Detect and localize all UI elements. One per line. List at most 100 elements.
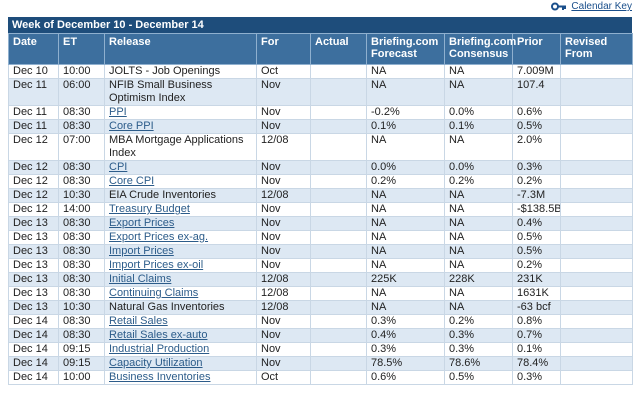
calendar-key-text: Calendar Key <box>571 1 632 12</box>
release-link[interactable]: Business Inventories <box>109 371 211 384</box>
calendar-row: Dec 12 08:30 Core CPI Nov 0.2% 0.2% 0.2% <box>8 174 633 189</box>
forecast-cell: NA <box>366 286 445 301</box>
calendar-row: Dec 13 08:30 Initial Claims 12/08 225K 228K 23… <box>8 272 633 287</box>
release-link[interactable]: Continuing Claims <box>109 287 199 300</box>
release-name: JOLTS - Job Openings <box>109 65 221 78</box>
empty-cell <box>310 314 367 329</box>
release-cell: Initial Claims <box>104 272 257 287</box>
period-cell: Nov <box>256 356 311 371</box>
column-header: Briefing.com Forecast <box>366 33 445 65</box>
time-cell: 14:00 <box>58 202 105 217</box>
date-cell: Dec 13 <box>8 272 59 287</box>
date-cell: Dec 14 <box>8 342 59 357</box>
period-cell: Nov <box>256 119 311 134</box>
economic-calendar-table: Date ET Release For Actual Briefing.com Foreca… <box>8 33 633 385</box>
forecast-cell: NA <box>366 78 445 106</box>
period-cell: Nov <box>256 160 311 175</box>
time-cell: 07:00 <box>58 133 105 161</box>
time-cell: 09:15 <box>58 356 105 371</box>
calendar-row: Dec 13 08:30 Export Prices ex-ag. Nov NA NA 0.… <box>8 230 633 245</box>
prior-cell: 0.7% <box>512 328 561 343</box>
forecast-cell: 0.2% <box>366 174 445 189</box>
calendar-row: Dec 10 10:00 JOLTS - Job Openings Oct NA NA 7.… <box>8 64 633 79</box>
release-link[interactable]: Import Prices <box>109 245 174 258</box>
time-cell: 10:30 <box>58 188 105 203</box>
release-link[interactable]: Treasury Budget <box>109 203 190 216</box>
forecast-cell: NA <box>366 300 445 315</box>
date-cell: Dec 10 <box>8 64 59 79</box>
empty-cell <box>560 174 633 189</box>
calendar-row: Dec 14 08:30 Retail Sales ex-auto Nov 0.4% 0.… <box>8 328 633 343</box>
period-cell: Nov <box>256 328 311 343</box>
calendar-key-link[interactable]: Calendar Key <box>551 1 632 12</box>
release-cell: Business Inventories <box>104 370 257 385</box>
column-header: Date <box>8 33 59 65</box>
period-cell: Nov <box>256 342 311 357</box>
prior-cell: 0.4% <box>512 216 561 231</box>
empty-cell <box>560 64 633 79</box>
calendar-row: Dec 11 06:00 NFIB Small Business Optimism … <box>8 78 633 106</box>
prior-cell: 2.0% <box>512 133 561 161</box>
calendar-row: Dec 13 08:30 Import Prices ex-oil Nov NA NA 0.… <box>8 258 633 273</box>
empty-cell <box>560 133 633 161</box>
forecast-cell: NA <box>366 258 445 273</box>
empty-cell <box>310 286 367 301</box>
consensus-cell: NA <box>444 244 513 259</box>
time-cell: 08:30 <box>58 328 105 343</box>
date-cell: Dec 12 <box>8 160 59 175</box>
empty-cell <box>310 78 367 106</box>
forecast-cell: 0.1% <box>366 119 445 134</box>
time-cell: 08:30 <box>58 216 105 231</box>
release-link[interactable]: Export Prices ex-ag. <box>109 231 209 244</box>
column-header-text: ET <box>63 36 78 48</box>
period-cell: Nov <box>256 244 311 259</box>
period-cell: Nov <box>256 202 311 217</box>
release-link[interactable]: Import Prices ex-oil <box>109 259 204 272</box>
empty-cell <box>560 119 633 134</box>
release-link[interactable]: Core PPI <box>109 120 154 133</box>
consensus-cell: 0.5% <box>444 370 513 385</box>
release-cell: Industrial Production <box>104 342 257 357</box>
forecast-cell: NA <box>366 188 445 203</box>
empty-cell <box>560 230 633 245</box>
empty-cell <box>310 119 367 134</box>
consensus-cell: NA <box>444 216 513 231</box>
prior-cell: 0.2% <box>512 174 561 189</box>
date-cell: Dec 14 <box>8 328 59 343</box>
time-cell: 10:00 <box>58 64 105 79</box>
empty-cell <box>560 202 633 217</box>
consensus-cell: NA <box>444 78 513 106</box>
empty-cell <box>560 216 633 231</box>
release-link[interactable]: Capacity Utilization <box>109 357 203 370</box>
release-link[interactable]: CPI <box>109 161 128 174</box>
column-header-text: For <box>261 36 279 48</box>
release-link[interactable]: Initial Claims <box>109 273 172 286</box>
release-link[interactable]: Export Prices <box>109 217 175 230</box>
prior-cell: 0.5% <box>512 230 561 245</box>
calendar: Week of December 10 - December 14 Date ET… <box>8 17 633 385</box>
release-link[interactable]: Core CPI <box>109 175 155 188</box>
calendar-row: Dec 14 08:30 Retail Sales Nov 0.3% 0.2% 0.8% <box>8 314 633 329</box>
release-link[interactable]: Industrial Production <box>109 343 210 356</box>
empty-cell <box>310 188 367 203</box>
prior-cell: 0.5% <box>512 244 561 259</box>
consensus-cell: 0.1% <box>444 119 513 134</box>
forecast-cell: 78.5% <box>366 356 445 371</box>
empty-cell <box>310 133 367 161</box>
release-link[interactable]: PPI <box>109 106 127 119</box>
release-link[interactable]: Retail Sales <box>109 315 168 328</box>
empty-cell <box>560 300 633 315</box>
release-name: MBA Mortgage Applications Index <box>109 134 244 160</box>
release-link[interactable]: Retail Sales ex-auto <box>109 329 208 342</box>
consensus-cell: NA <box>444 202 513 217</box>
release-cell: Capacity Utilization <box>104 356 257 371</box>
period-cell: 12/08 <box>256 272 311 287</box>
period-cell: Nov <box>256 174 311 189</box>
release-cell: Import Prices ex-oil <box>104 258 257 273</box>
empty-cell <box>560 78 633 106</box>
empty-cell <box>310 160 367 175</box>
period-cell: Nov <box>256 230 311 245</box>
calendar-row: Dec 12 14:00 Treasury Budget Nov NA NA -$138.5… <box>8 202 633 217</box>
week-title: Week of December 10 - December 14 <box>8 17 632 33</box>
